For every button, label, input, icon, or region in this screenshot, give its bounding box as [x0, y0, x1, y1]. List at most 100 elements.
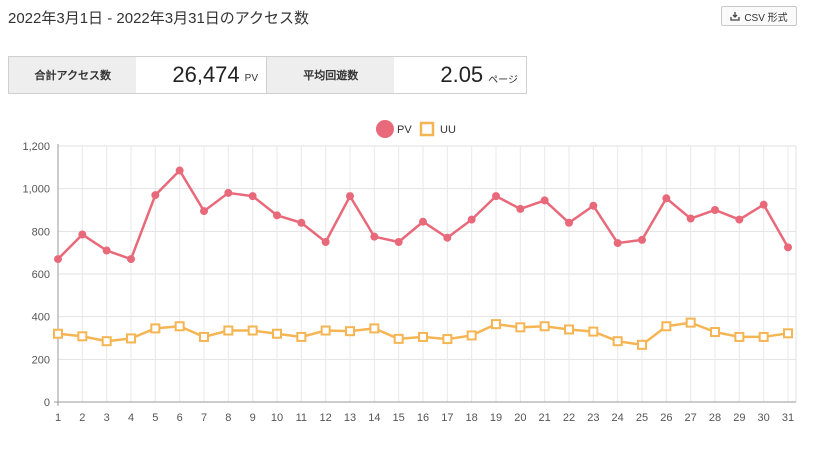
uu-point: [466, 330, 477, 341]
x-tick-label: 6: [177, 412, 183, 424]
uu-point: [150, 323, 161, 334]
x-tick-label: 21: [539, 412, 551, 424]
x-tick-label: 12: [320, 412, 332, 424]
total-access-label: 合計アクセス数: [9, 57, 137, 93]
pv-point: [638, 235, 646, 244]
uu-point: [223, 325, 234, 336]
avg-pages-label: 平均回遊数: [266, 57, 395, 93]
uu-point: [442, 334, 453, 345]
uu-point: [758, 331, 769, 342]
uu-point: [247, 325, 258, 336]
pv-point: [370, 232, 379, 241]
x-tick-label: 4: [128, 412, 134, 424]
pv-point: [346, 192, 354, 201]
uu-point: [77, 331, 88, 342]
pv-point: [784, 243, 792, 252]
uu-point: [710, 327, 720, 338]
pv-point: [516, 204, 525, 213]
pv-point: [565, 218, 573, 227]
pv-point: [711, 206, 719, 214]
x-tick-label: 30: [758, 412, 770, 424]
pv-point: [248, 192, 257, 201]
x-tick-label: 11: [296, 412, 307, 424]
page-title: 2022年3月1日 - 2022年3月31日のアクセス数: [8, 10, 310, 27]
pv-point: [662, 194, 671, 203]
x-tick-label: 10: [271, 412, 283, 424]
x-tick-label: 14: [368, 412, 380, 424]
x-tick-label: 24: [612, 412, 624, 424]
x-tick-label: 19: [490, 412, 502, 424]
pv-point: [589, 201, 598, 210]
uu-point: [393, 333, 404, 344]
pv-point: [321, 238, 330, 246]
legend-label-pv: PV: [397, 124, 412, 136]
pv-point: [127, 255, 135, 264]
uu-point: [661, 321, 672, 332]
avg-pages-unit: ページ: [488, 74, 518, 86]
total-access-value-cell: 26,474 PV: [136, 57, 266, 93]
uu-point: [564, 324, 574, 335]
legend-marker-pv: [376, 120, 394, 138]
x-tick-label: 2: [79, 412, 85, 424]
y-tick-label: 1,000: [22, 184, 50, 196]
x-tick-label: 5: [152, 412, 158, 424]
pv-point: [175, 166, 184, 175]
stats-summary: 合計アクセス数 26,474 PV 平均回遊数 2.05 ページ: [8, 56, 527, 94]
uu-point: [126, 333, 136, 344]
uu-point: [734, 331, 745, 342]
pv-point: [540, 196, 549, 205]
uu-point: [272, 328, 282, 339]
x-tick-label: 15: [393, 412, 405, 424]
csv-export-label: CSV 形式: [744, 12, 788, 24]
uu-point: [588, 326, 599, 337]
total-access-unit: PV: [244, 72, 258, 84]
pv-point: [759, 200, 768, 209]
uu-point: [53, 328, 63, 339]
x-tick-label: 22: [563, 412, 575, 424]
uu-point: [199, 331, 209, 342]
x-tick-label: 28: [709, 412, 721, 424]
uu-point: [174, 321, 185, 332]
pv-point: [297, 218, 306, 227]
pv-point: [443, 233, 452, 242]
legend-label-uu: UU: [440, 124, 456, 136]
uu-point: [783, 328, 793, 339]
pv-point: [224, 188, 233, 197]
x-tick-label: 9: [250, 412, 256, 424]
avg-pages-value-cell: 2.05 ページ: [394, 57, 526, 93]
pv-point: [200, 207, 208, 216]
uu-point: [101, 336, 112, 347]
x-tick-label: 8: [225, 412, 231, 424]
x-tick-label: 18: [466, 412, 478, 424]
pv-point: [613, 239, 622, 248]
csv-export-button[interactable]: CSV 形式: [721, 6, 797, 26]
y-tick-label: 1,200: [22, 141, 50, 153]
pv-point: [686, 214, 695, 223]
x-tick-label: 20: [514, 412, 526, 424]
x-tick-label: 17: [441, 412, 453, 424]
uu-point: [612, 336, 623, 347]
pv-point: [102, 246, 111, 255]
pv-point: [78, 230, 87, 239]
y-tick-label: 0: [44, 397, 50, 409]
download-icon: [730, 11, 740, 21]
pv-point: [394, 238, 403, 246]
uu-point: [369, 323, 380, 334]
y-tick-label: 600: [32, 269, 50, 281]
x-tick-label: 25: [636, 412, 648, 424]
pv-point: [54, 255, 62, 264]
pv-point: [151, 191, 160, 200]
y-tick-label: 800: [32, 226, 50, 238]
uu-point: [345, 326, 355, 337]
x-tick-label: 27: [685, 412, 697, 424]
x-tick-label: 16: [417, 412, 429, 424]
x-tick-label: 26: [660, 412, 672, 424]
x-tick-label: 29: [733, 412, 745, 424]
y-tick-label: 400: [32, 312, 50, 324]
uu-point: [685, 317, 696, 328]
x-tick-label: 13: [344, 412, 356, 424]
uu-point: [320, 325, 331, 336]
total-access-value: 26,474: [172, 62, 240, 87]
y-tick-label: 200: [32, 354, 50, 366]
